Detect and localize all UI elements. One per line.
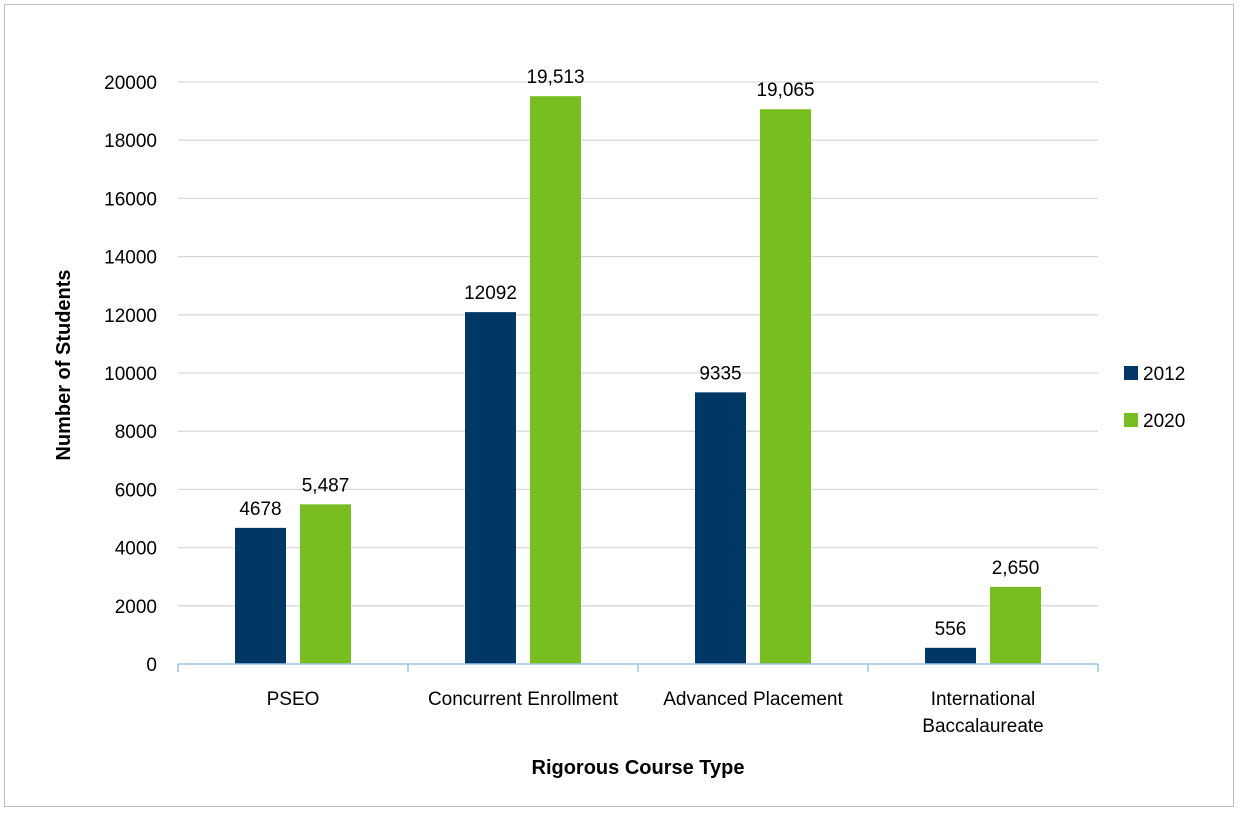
y-tick-label: 16000 bbox=[104, 189, 157, 210]
data-label: 12092 bbox=[464, 283, 517, 304]
x-tick-label: International Baccalaureate bbox=[922, 689, 1043, 737]
chart-frame bbox=[4, 4, 1234, 807]
legend-swatch-2020 bbox=[1124, 413, 1138, 427]
bar-2020 bbox=[760, 109, 811, 664]
data-label: 5,487 bbox=[302, 475, 350, 496]
data-label: 2,650 bbox=[992, 558, 1040, 579]
data-label: 19,065 bbox=[756, 80, 814, 101]
y-tick-label: 20000 bbox=[104, 73, 157, 94]
data-label: 19,513 bbox=[526, 67, 584, 88]
bar-2012 bbox=[235, 527, 286, 664]
bar-2012 bbox=[925, 647, 976, 664]
bar-2012 bbox=[465, 312, 516, 664]
legend-label-2020: 2020 bbox=[1143, 411, 1185, 432]
x-axis-title: Rigorous Course Type bbox=[532, 757, 745, 779]
data-label: 4678 bbox=[239, 499, 281, 520]
bar-2020 bbox=[530, 96, 581, 665]
y-tick-label: 4000 bbox=[115, 539, 157, 560]
x-tick-label: Advanced Placement bbox=[663, 689, 843, 710]
y-tick-label: 18000 bbox=[104, 131, 157, 152]
y-tick-label: 2000 bbox=[115, 597, 157, 618]
legend: 2012 2020 bbox=[1124, 364, 1185, 432]
bar-2020 bbox=[300, 504, 351, 664]
data-label: 556 bbox=[935, 619, 967, 640]
legend-swatch-2012 bbox=[1124, 366, 1138, 380]
bar-2012 bbox=[695, 392, 746, 664]
bars bbox=[235, 96, 1041, 665]
y-axis-title: Number of Students bbox=[53, 269, 75, 460]
y-tick-label: 8000 bbox=[115, 422, 157, 443]
y-tick-label: 14000 bbox=[104, 248, 157, 269]
data-label: 9335 bbox=[699, 363, 741, 384]
legend-label-2012: 2012 bbox=[1143, 364, 1185, 385]
axes: 0 2000 4000 6000 8000 10000 12000 14000 16000 180… bbox=[104, 73, 1099, 737]
x-tick-label: Concurrent Enrollment bbox=[428, 689, 619, 710]
y-tick-label: 10000 bbox=[104, 364, 157, 385]
y-tick-label: 12000 bbox=[104, 306, 157, 327]
data-labels: 4678 5,487 12092 19,513 9335 19,065 556 2,650 bbox=[239, 67, 1039, 640]
x-tick-label: PSEO bbox=[267, 689, 320, 710]
bar-2020 bbox=[990, 586, 1041, 664]
y-tick-label: 6000 bbox=[115, 480, 157, 501]
y-tick-label: 0 bbox=[146, 655, 157, 676]
